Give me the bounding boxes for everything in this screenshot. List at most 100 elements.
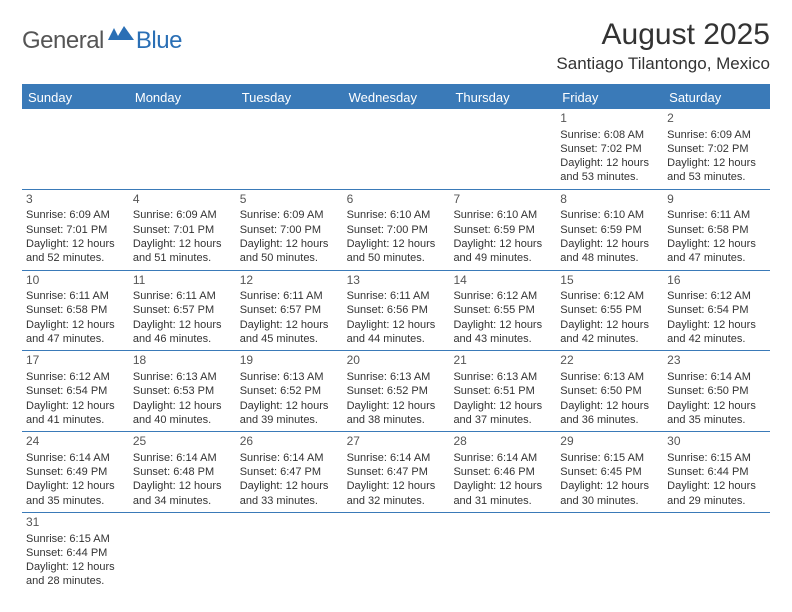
day-cell: 6Sunrise: 6:10 AMSunset: 7:00 PMDaylight… bbox=[343, 190, 450, 270]
day-header: Tuesday bbox=[236, 86, 343, 109]
day-header: Thursday bbox=[449, 86, 556, 109]
weeks-container: 1Sunrise: 6:08 AMSunset: 7:02 PMDaylight… bbox=[22, 109, 770, 593]
day-number: 15 bbox=[560, 273, 659, 289]
daylight-line: Daylight: 12 hours and 44 minutes. bbox=[347, 318, 446, 347]
day-number: 8 bbox=[560, 192, 659, 208]
sunset-line: Sunset: 6:58 PM bbox=[667, 223, 766, 237]
day-number: 27 bbox=[347, 434, 446, 450]
daylight-line: Daylight: 12 hours and 35 minutes. bbox=[667, 399, 766, 428]
sunset-line: Sunset: 6:44 PM bbox=[667, 465, 766, 479]
day-number: 16 bbox=[667, 273, 766, 289]
sunrise-line: Sunrise: 6:13 AM bbox=[240, 370, 339, 384]
flag-icon bbox=[108, 26, 134, 47]
day-cell: 28Sunrise: 6:14 AMSunset: 6:46 PMDayligh… bbox=[449, 432, 556, 512]
sunrise-line: Sunrise: 6:14 AM bbox=[26, 451, 125, 465]
daylight-line: Daylight: 12 hours and 37 minutes. bbox=[453, 399, 552, 428]
sunrise-line: Sunrise: 6:11 AM bbox=[240, 289, 339, 303]
daylight-line: Daylight: 12 hours and 31 minutes. bbox=[453, 479, 552, 508]
day-cell: 15Sunrise: 6:12 AMSunset: 6:55 PMDayligh… bbox=[556, 271, 663, 351]
day-number: 5 bbox=[240, 192, 339, 208]
sunset-line: Sunset: 6:53 PM bbox=[133, 384, 232, 398]
daylight-line: Daylight: 12 hours and 48 minutes. bbox=[560, 237, 659, 266]
day-header: Sunday bbox=[22, 86, 129, 109]
day-cell: 4Sunrise: 6:09 AMSunset: 7:01 PMDaylight… bbox=[129, 190, 236, 270]
daylight-line: Daylight: 12 hours and 28 minutes. bbox=[26, 560, 125, 589]
day-cell: 31Sunrise: 6:15 AMSunset: 6:44 PMDayligh… bbox=[22, 513, 129, 593]
day-cell: 7Sunrise: 6:10 AMSunset: 6:59 PMDaylight… bbox=[449, 190, 556, 270]
sunrise-line: Sunrise: 6:13 AM bbox=[560, 370, 659, 384]
sunrise-line: Sunrise: 6:10 AM bbox=[560, 208, 659, 222]
day-cell: 8Sunrise: 6:10 AMSunset: 6:59 PMDaylight… bbox=[556, 190, 663, 270]
day-number: 20 bbox=[347, 353, 446, 369]
sunset-line: Sunset: 6:47 PM bbox=[347, 465, 446, 479]
sunrise-line: Sunrise: 6:14 AM bbox=[133, 451, 232, 465]
day-cell bbox=[236, 513, 343, 593]
daylight-line: Daylight: 12 hours and 47 minutes. bbox=[667, 237, 766, 266]
day-cell: 27Sunrise: 6:14 AMSunset: 6:47 PMDayligh… bbox=[343, 432, 450, 512]
title-block: August 2025 Santiago Tilantongo, Mexico bbox=[556, 18, 770, 74]
day-cell bbox=[449, 109, 556, 189]
day-number: 25 bbox=[133, 434, 232, 450]
location: Santiago Tilantongo, Mexico bbox=[556, 54, 770, 74]
sunset-line: Sunset: 6:59 PM bbox=[453, 223, 552, 237]
week-row: 10 Sunrise: 6:11 AM Sunset: 6:58 PM Dayligh… bbox=[22, 271, 770, 352]
day-number: 13 bbox=[347, 273, 446, 289]
day-header: Monday bbox=[129, 86, 236, 109]
logo-text-general: General bbox=[22, 27, 104, 55]
sunset-line: Sunset: 7:00 PM bbox=[240, 223, 339, 237]
sunset-line: Sunset: 6:55 PM bbox=[453, 303, 552, 317]
day-header: Wednesday bbox=[343, 86, 450, 109]
daylight-line: Daylight: 12 hours and 51 minutes. bbox=[133, 237, 232, 266]
day-cell bbox=[129, 513, 236, 593]
day-cell bbox=[343, 109, 450, 189]
daylight-line: Daylight: 12 hours and 40 minutes. bbox=[133, 399, 232, 428]
sunset-line: Sunset: 6:59 PM bbox=[560, 223, 659, 237]
day-number: 9 bbox=[667, 192, 766, 208]
sunset-line: Sunset: 6:50 PM bbox=[667, 384, 766, 398]
day-cell: 10Sunrise: 6:11 AMSunset: 6:58 PMDayligh… bbox=[22, 271, 129, 351]
week-row: 24Sunrise: 6:14 AMSunset: 6:49 PMDayligh… bbox=[22, 432, 770, 513]
day-number: 6 bbox=[347, 192, 446, 208]
daylight-line: Daylight: 12 hours and 45 minutes. bbox=[240, 318, 339, 347]
day-cell bbox=[449, 513, 556, 593]
sunset-line: Sunset: 6:50 PM bbox=[560, 384, 659, 398]
daylight-line: Daylight: 12 hours and 42 minutes. bbox=[667, 318, 766, 347]
sunrise-line: Sunrise: 6:15 AM bbox=[560, 451, 659, 465]
day-number: 10 bbox=[26, 273, 125, 289]
sunrise-line: Sunrise: 6:14 AM bbox=[453, 451, 552, 465]
sunset-line: Sunset: 6:48 PM bbox=[133, 465, 232, 479]
sunset-line: Sunset: 7:00 PM bbox=[347, 223, 446, 237]
sunrise-line: Sunrise: 6:11 AM bbox=[347, 289, 446, 303]
day-cell: 1Sunrise: 6:08 AMSunset: 7:02 PMDaylight… bbox=[556, 109, 663, 189]
daylight-line: Daylight: 12 hours and 42 minutes. bbox=[560, 318, 659, 347]
sunset-line: Sunset: 6:56 PM bbox=[347, 303, 446, 317]
sunrise-line: Sunrise: 6:12 AM bbox=[560, 289, 659, 303]
day-cell: 17Sunrise: 6:12 AMSunset: 6:54 PMDayligh… bbox=[22, 351, 129, 431]
sunset-line: Sunset: 7:01 PM bbox=[133, 223, 232, 237]
day-number: 14 bbox=[453, 273, 552, 289]
day-cell: 21Sunrise: 6:13 AMSunset: 6:51 PMDayligh… bbox=[449, 351, 556, 431]
day-cell: 3Sunrise: 6:09 AMSunset: 7:01 PMDaylight… bbox=[22, 190, 129, 270]
day-number: 26 bbox=[240, 434, 339, 450]
sunrise-line: Sunrise: 6:11 AM bbox=[133, 289, 232, 303]
sunrise-line: Sunrise: 6:14 AM bbox=[240, 451, 339, 465]
daylight-line: Daylight: 12 hours and 32 minutes. bbox=[347, 479, 446, 508]
daylight-line: Daylight: 12 hours and 50 minutes. bbox=[240, 237, 339, 266]
sunrise-line: Sunrise: 6:12 AM bbox=[26, 370, 125, 384]
day-number: 4 bbox=[133, 192, 232, 208]
sunrise-line: Sunrise: 6:12 AM bbox=[667, 289, 766, 303]
sunrise-line: Sunrise: 6:09 AM bbox=[240, 208, 339, 222]
sunrise-line: Sunrise: 6:10 AM bbox=[453, 208, 552, 222]
day-cell: 18Sunrise: 6:13 AMSunset: 6:53 PMDayligh… bbox=[129, 351, 236, 431]
sunset-line: Sunset: 6:58 PM bbox=[26, 303, 125, 317]
sunset-line: Sunset: 6:52 PM bbox=[240, 384, 339, 398]
day-number: 17 bbox=[26, 353, 125, 369]
logo-text-blue: Blue bbox=[136, 27, 182, 55]
sunset-line: Sunset: 6:45 PM bbox=[560, 465, 659, 479]
week-row: 17Sunrise: 6:12 AMSunset: 6:54 PMDayligh… bbox=[22, 351, 770, 432]
sunrise-line: Sunrise: 6:13 AM bbox=[453, 370, 552, 384]
sunset-line: Sunset: 7:02 PM bbox=[560, 142, 659, 156]
daylight-line: Daylight: 12 hours and 52 minutes. bbox=[26, 237, 125, 266]
day-number: 7 bbox=[453, 192, 552, 208]
day-cell: 23Sunrise: 6:14 AMSunset: 6:50 PMDayligh… bbox=[663, 351, 770, 431]
